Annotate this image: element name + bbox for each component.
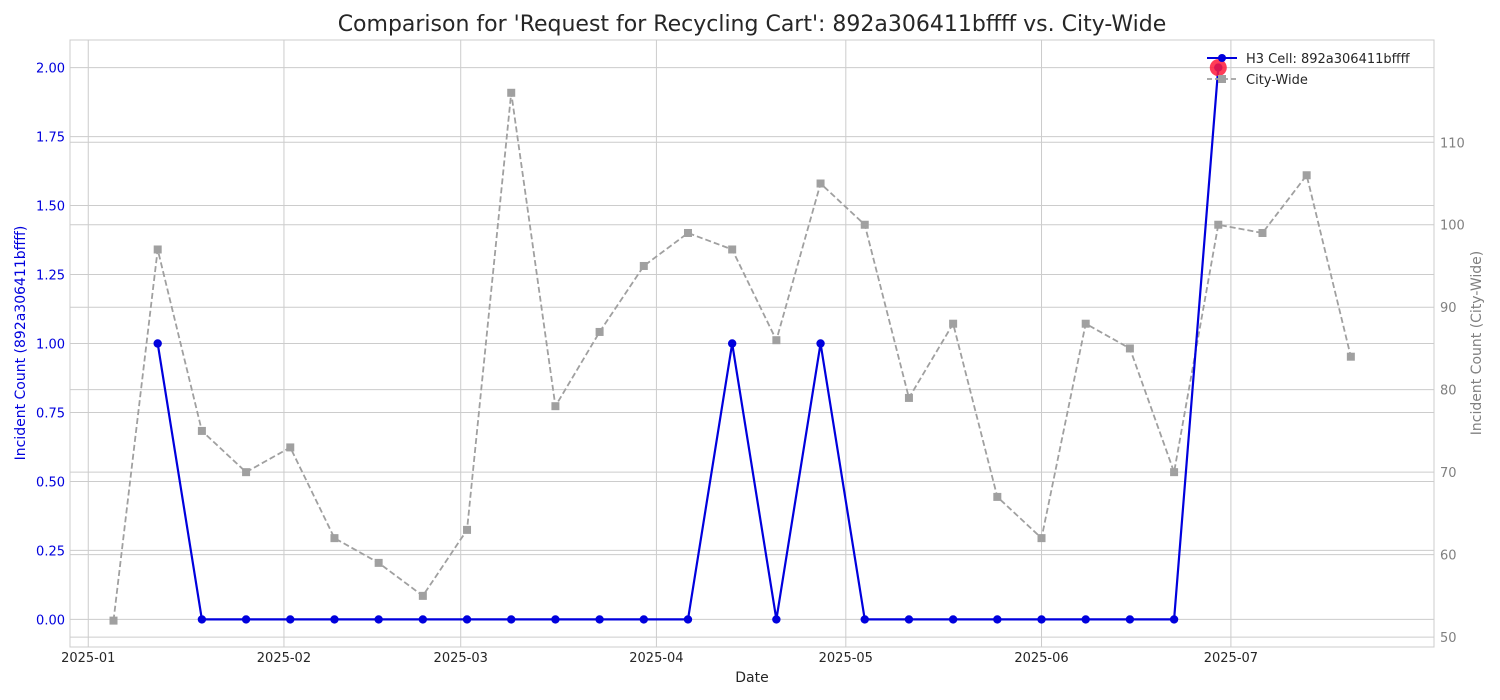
h3-cell-point	[816, 339, 825, 348]
y-left-tick-label: 1.00	[36, 338, 65, 353]
x-tick-label: 2025-07	[1204, 651, 1258, 666]
x-tick-label: 2025-04	[629, 651, 683, 666]
y-left-tick-label: 0.50	[36, 475, 65, 490]
y-left-tick-label: 1.25	[36, 269, 65, 284]
city-wide-point	[728, 245, 737, 254]
legend-city-marker	[1218, 75, 1226, 83]
y-left-tick-label: 0.00	[36, 613, 65, 628]
data-layer	[109, 59, 1355, 625]
x-tick-label: 2025-05	[819, 651, 873, 666]
h3-cell-point	[286, 615, 295, 624]
h3-cell-point	[860, 615, 869, 624]
y-left-tick-label: 0.75	[36, 406, 65, 421]
city-wide-point	[595, 327, 604, 336]
city-wide-point	[639, 261, 648, 270]
h3-cell-point	[683, 615, 693, 624]
city-wide-point	[993, 492, 1002, 501]
highlight-point	[1209, 59, 1227, 77]
city-wide-point	[463, 525, 472, 534]
city-wide-point	[860, 220, 869, 229]
y-left-tick-label: 0.25	[36, 544, 65, 559]
city-wide-point	[816, 179, 825, 188]
y-left-tick-label: 1.75	[36, 131, 65, 146]
city-wide-point	[330, 534, 339, 543]
city-wide-point	[551, 402, 560, 411]
city-wide-point	[286, 443, 295, 452]
x-axis-label: Date	[735, 670, 768, 686]
y-right-tick-label: 110	[1440, 136, 1465, 151]
h3-cell-point	[1037, 615, 1046, 624]
city-wide-point	[197, 426, 206, 435]
city-wide-point	[242, 468, 251, 477]
h3-cell-point	[197, 615, 207, 624]
x-tick-label: 2025-03	[434, 651, 488, 666]
y-right-tick-label: 60	[1440, 549, 1457, 564]
y-right-tick-label: 100	[1440, 219, 1465, 234]
y-left-tick-label: 1.50	[36, 200, 65, 215]
x-tick-label: 2025-02	[257, 651, 311, 666]
city-wide-point	[1170, 468, 1179, 477]
y-right-tick-label: 90	[1440, 301, 1457, 316]
h3-cell-point	[993, 615, 1002, 624]
y-axis-right-label: Incident Count (City-Wide)	[1469, 251, 1485, 435]
city-wide-point	[374, 558, 383, 567]
y-right-tick-label: 70	[1440, 466, 1457, 481]
city-wide-point	[1346, 352, 1355, 361]
h3-cell-point	[904, 615, 914, 624]
h3-cell-point	[153, 339, 162, 348]
city-wide-point	[1081, 319, 1090, 328]
city-wide-series-line	[112, 92, 1352, 621]
h3-cell-point	[330, 615, 339, 624]
h3-cell-point	[551, 615, 560, 624]
x-tick-label: 2025-06	[1014, 651, 1068, 666]
h3-cell-point	[1081, 615, 1090, 624]
city-wide-point	[904, 393, 913, 402]
h3-cell-point	[462, 615, 472, 624]
city-wide-point	[1214, 220, 1223, 229]
city-wide-point	[1125, 344, 1134, 353]
h3-cell-point	[418, 615, 428, 624]
h3-cell-point	[772, 615, 781, 624]
city-wide-point	[153, 245, 162, 254]
city-wide-point	[507, 88, 516, 97]
city-wide-point	[772, 336, 781, 345]
y-left-tick-label: 2.00	[36, 62, 65, 77]
legend-h3-label: H3 Cell: 892a306411bffff	[1246, 52, 1411, 67]
h3-cell-point	[241, 615, 251, 624]
h3-cell-point	[1169, 615, 1179, 624]
grid-layer	[70, 40, 1434, 647]
city-wide-point	[1037, 534, 1046, 543]
legend-city-label: City-Wide	[1246, 73, 1308, 88]
h3-cell-point	[595, 615, 604, 624]
city-wide-point	[109, 616, 118, 625]
x-tick-label: 2025-01	[61, 651, 115, 666]
h3-cell-point	[639, 615, 648, 624]
city-wide-point	[949, 319, 958, 328]
city-wide-point	[1258, 228, 1267, 237]
h3-cell-point	[727, 339, 737, 348]
city-wide-point	[1302, 171, 1311, 180]
chart-title: Comparison for 'Request for Recycling Ca…	[338, 12, 1167, 37]
h3-cell-point	[948, 615, 958, 624]
y-right-tick-label: 80	[1440, 384, 1457, 399]
city-wide-point	[683, 228, 692, 237]
axis-layer: 2025-01 2025-02 2025-03 2025-04 2025-05 2025-…	[36, 62, 1465, 666]
legend-h3-marker	[1218, 54, 1226, 62]
h3-cell-point	[507, 615, 516, 624]
h3-cell-point	[1125, 615, 1135, 624]
h3-cell-point	[374, 615, 383, 624]
plot-frame	[69, 39, 1435, 648]
y-right-tick-label: 50	[1440, 631, 1457, 646]
y-axis-left-label: Incident Count (892a306411bffff)	[13, 226, 29, 461]
city-wide-point	[418, 591, 427, 600]
legend: H3 Cell: 892a306411bffff City-Wide	[1207, 52, 1411, 88]
